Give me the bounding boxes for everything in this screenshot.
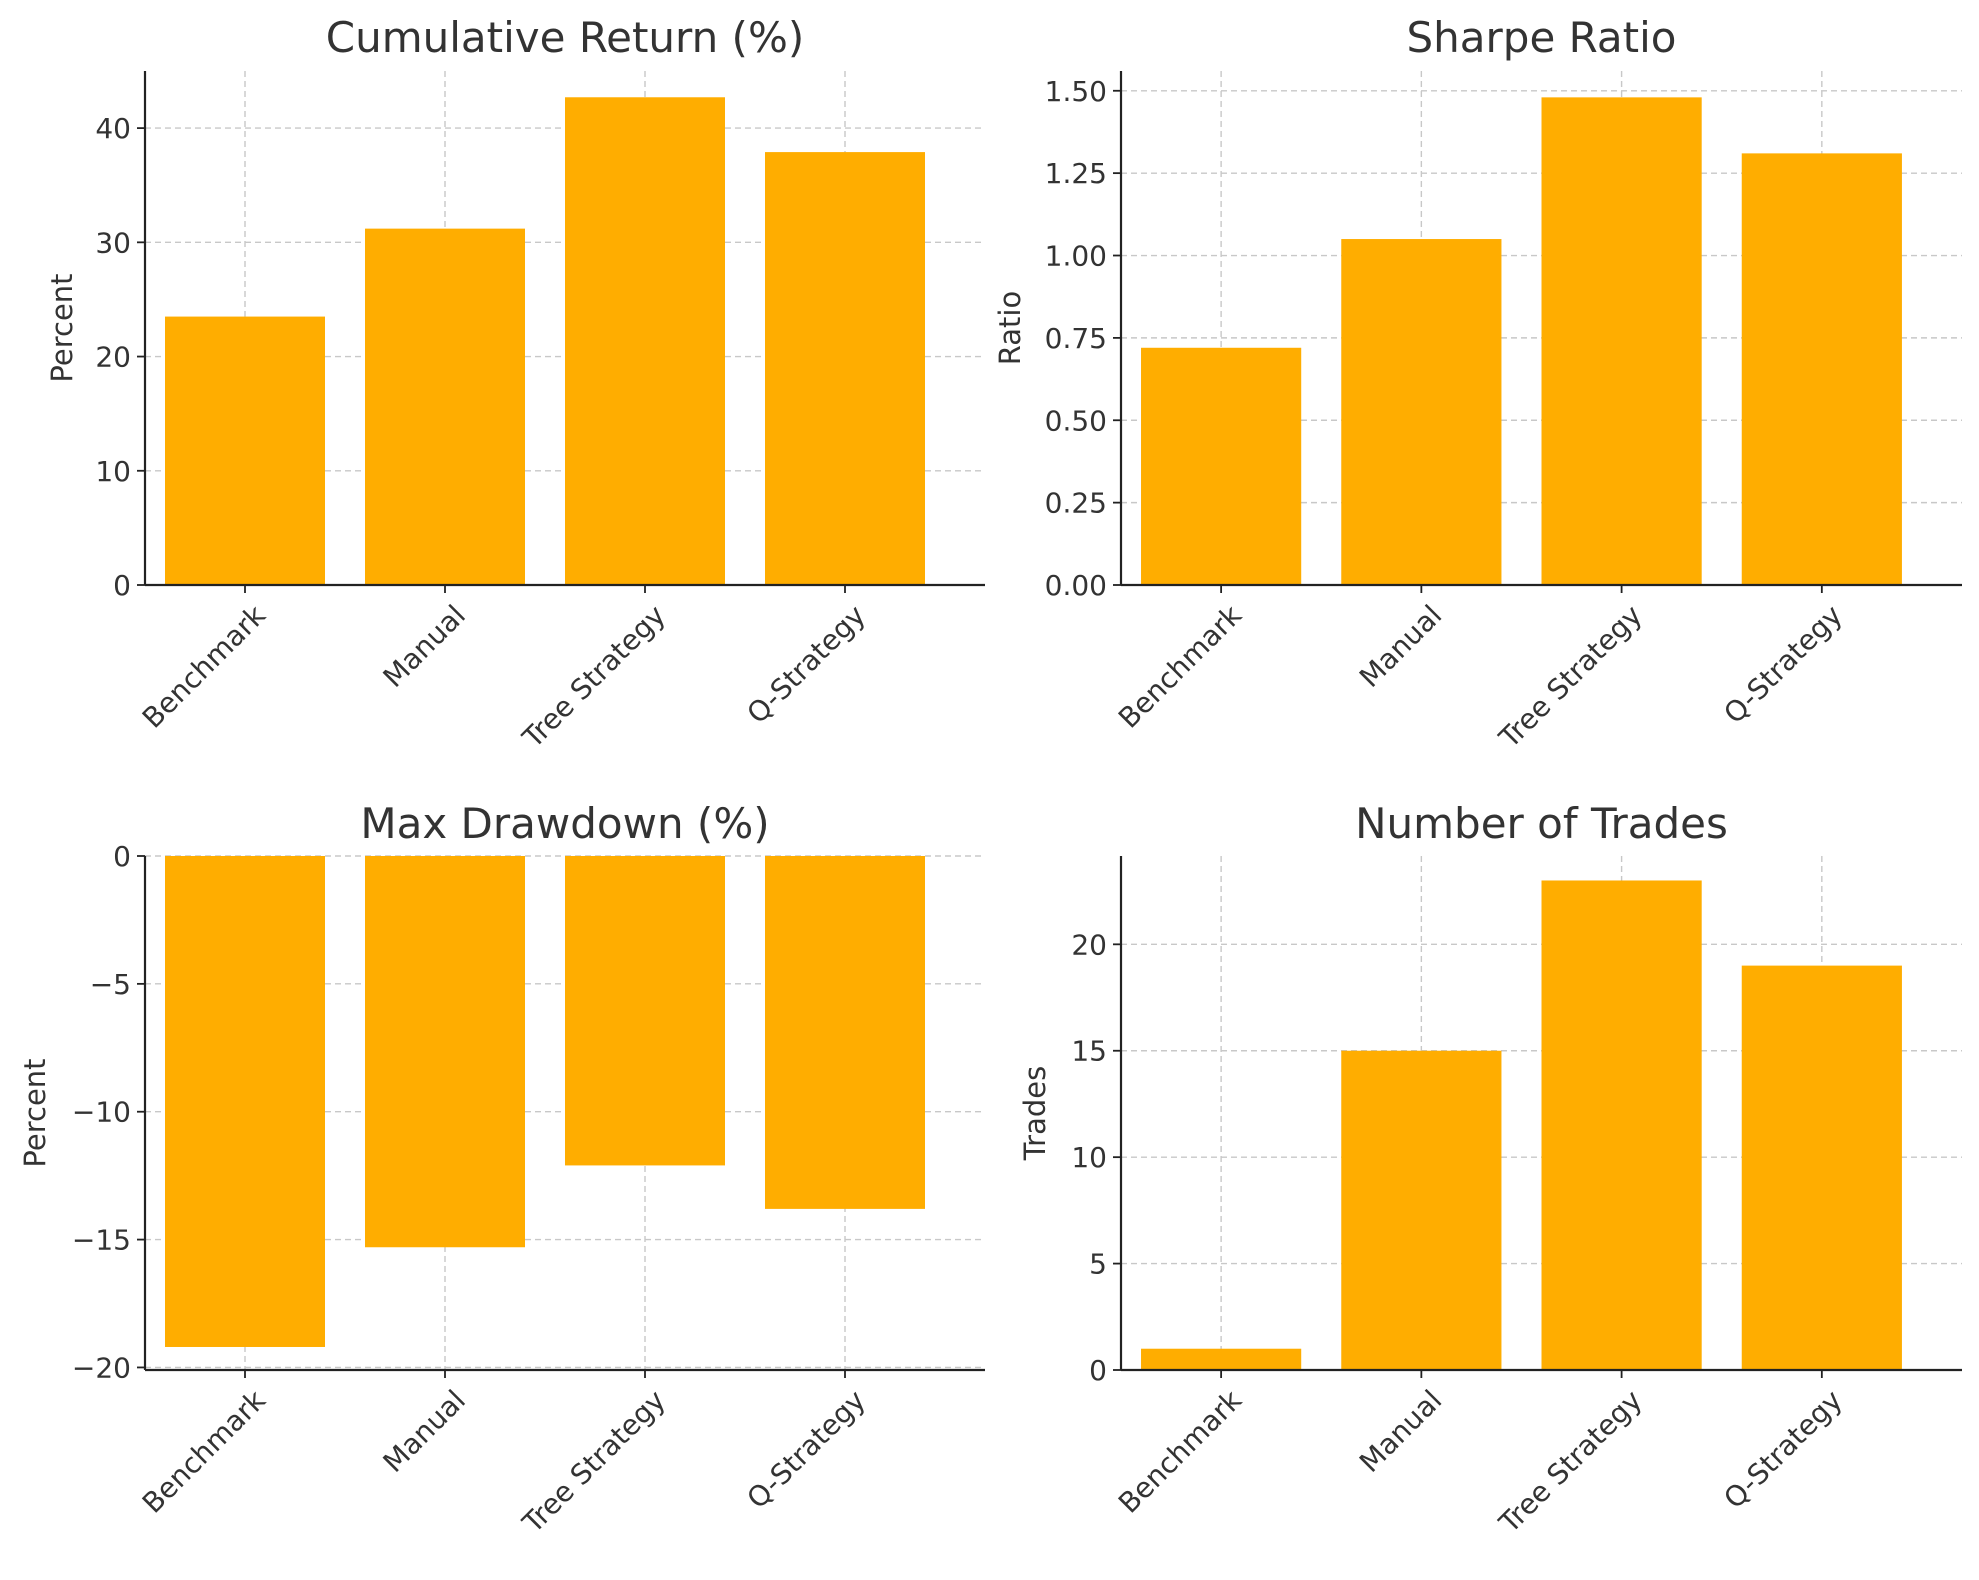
- y-tick-label: 0: [1089, 1354, 1107, 1387]
- chart-title: Max Drawdown (%): [360, 799, 769, 848]
- bar-q-strategy: [765, 856, 925, 1209]
- bar-tree-strategy: [565, 856, 725, 1166]
- y-tick-label: 1.00: [1045, 240, 1107, 273]
- y-tick-label: −10: [72, 1096, 131, 1129]
- y-tick-label: 5: [1089, 1248, 1107, 1281]
- bar-manual: [365, 228, 525, 586]
- chart-cumulative-return: 0 10 20 30 40 Benchmark Manual Tree Strategy Q-S…: [45, 13, 985, 755]
- bar-manual: [1341, 239, 1502, 586]
- y-tick-label: −5: [90, 968, 131, 1001]
- x-tick-label: Benchmark: [136, 598, 273, 735]
- y-tick-label: 0: [113, 569, 131, 602]
- y-tick-label: 10: [1071, 1141, 1107, 1174]
- x-tick-label: Q-Strategy: [1717, 1384, 1848, 1515]
- y-tick-label: 40: [95, 112, 131, 145]
- x-tick-label: Tree Strategy: [516, 1384, 672, 1540]
- y-axis-label: Percent: [18, 1058, 52, 1167]
- y-axis-label: Trades: [1018, 1066, 1052, 1162]
- bar-benchmark: [165, 316, 325, 585]
- x-tick-label: Benchmark: [1112, 598, 1249, 735]
- y-tick-label: 15: [1071, 1035, 1107, 1068]
- bar-manual: [1341, 1050, 1502, 1370]
- bar-q-strategy: [765, 152, 925, 585]
- x-tick-label: Tree Strategy: [1492, 599, 1648, 755]
- y-tick-label: 0: [113, 840, 131, 873]
- x-tick-label: Manual: [377, 599, 472, 694]
- bar-manual: [365, 856, 525, 1248]
- chart-title: Number of Trades: [1355, 799, 1728, 848]
- bar-tree-strategy: [1541, 97, 1702, 585]
- y-tick-label: 0.75: [1045, 322, 1107, 355]
- x-tick-label: Q-Strategy: [1717, 599, 1848, 730]
- chart-sharpe-ratio: 0.00 0.25 0.50 0.75 1.00 1.25 1.50 Benchmark Man…: [993, 13, 1962, 755]
- y-tick-label: −20: [72, 1351, 131, 1384]
- y-axis-label: Ratio: [993, 291, 1027, 365]
- bar-q-strategy: [1741, 965, 1902, 1370]
- y-tick-label: −15: [72, 1224, 131, 1257]
- y-tick-label: 20: [1071, 928, 1107, 961]
- chart-number-of-trades: 0 5 10 15 20 Benchmark Manual Tree Strategy Q-St…: [1018, 799, 1962, 1540]
- y-tick-label: 30: [95, 226, 131, 259]
- bar-benchmark: [1141, 1348, 1302, 1370]
- chart-max-drawdown: −20 −15 −10 −5 0 Benchmark Manual Tree Strategy…: [18, 799, 985, 1540]
- x-tick-label: Manual: [1353, 1384, 1448, 1479]
- x-tick-label: Q-Strategy: [740, 599, 871, 730]
- y-tick-label: 0.25: [1045, 487, 1107, 520]
- y-tick-label: 1.25: [1045, 157, 1107, 190]
- bar-tree-strategy: [565, 97, 725, 585]
- bar-benchmark: [1141, 347, 1302, 585]
- x-tick-label: Manual: [377, 1384, 472, 1479]
- x-tick-label: Benchmark: [136, 1383, 273, 1520]
- bar-tree-strategy: [1541, 880, 1702, 1370]
- x-tick-label: Q-Strategy: [740, 1384, 871, 1515]
- x-tick-label: Tree Strategy: [1492, 1384, 1648, 1540]
- y-tick-label: 10: [95, 455, 131, 488]
- y-tick-label: 20: [95, 341, 131, 374]
- chart-title: Cumulative Return (%): [326, 13, 804, 62]
- y-tick-label: 1.50: [1045, 75, 1107, 108]
- x-tick-label: Tree Strategy: [516, 599, 672, 755]
- x-tick-label: Manual: [1353, 599, 1448, 694]
- y-tick-label: 0.50: [1045, 404, 1107, 437]
- bar-q-strategy: [1741, 153, 1902, 585]
- chart-title: Sharpe Ratio: [1407, 13, 1677, 62]
- y-axis-label: Percent: [45, 273, 79, 382]
- bar-benchmark: [165, 856, 325, 1347]
- y-tick-label: 0.00: [1045, 569, 1107, 602]
- x-tick-label: Benchmark: [1112, 1383, 1249, 1520]
